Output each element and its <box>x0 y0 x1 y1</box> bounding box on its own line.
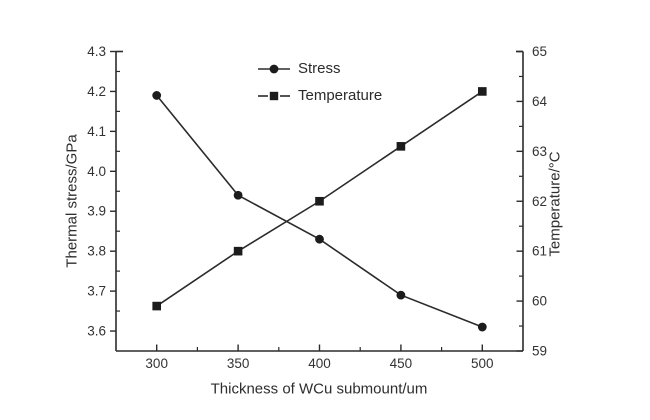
svg-text:3.6: 3.6 <box>87 324 106 339</box>
svg-text:59: 59 <box>532 344 547 359</box>
series-temperature <box>152 87 487 311</box>
temperature-point <box>478 87 487 96</box>
stress-point <box>233 190 243 200</box>
svg-text:3.8: 3.8 <box>87 244 106 259</box>
stress-point <box>315 234 324 244</box>
svg-text:400: 400 <box>308 356 331 371</box>
left-axis-title: Thermal stress/GPa <box>63 134 81 268</box>
svg-text:3.7: 3.7 <box>87 284 106 299</box>
right-axis-title: Temperature/°C <box>546 151 564 257</box>
svg-text:300: 300 <box>145 356 168 371</box>
stress-point <box>477 322 487 332</box>
legend-label-stress: Stress <box>298 60 341 77</box>
legend-item-stress: Stress <box>257 61 382 77</box>
stress-point <box>152 91 162 100</box>
legend: Stress Temperature <box>257 61 382 115</box>
svg-text:63: 63 <box>532 144 547 159</box>
legend-label-temperature: Temperature <box>298 87 383 104</box>
legend-item-temperature: Temperature <box>257 88 382 104</box>
svg-text:4.0: 4.0 <box>87 164 106 179</box>
svg-text:3.9: 3.9 <box>87 204 106 219</box>
svg-text:64: 64 <box>532 94 548 109</box>
temperature-point <box>396 142 406 151</box>
svg-text:65: 65 <box>532 44 547 59</box>
svg-text:61: 61 <box>532 244 547 259</box>
x-axis-title: Thickness of WCu submount/um <box>210 380 428 398</box>
stress-line-circle-icon <box>258 64 290 74</box>
stress-point <box>396 290 406 300</box>
temperature-point <box>233 246 243 256</box>
svg-text:450: 450 <box>390 356 413 371</box>
temperature-line-square-icon <box>258 91 290 101</box>
temperature-point <box>152 301 161 311</box>
svg-text:4.1: 4.1 <box>87 124 106 139</box>
svg-text:4.2: 4.2 <box>87 84 106 99</box>
temperature-point <box>315 196 324 206</box>
axes: 3.6 3.7 3.8 3.9 4.0 4.1 4.2 4.3 59 60 61 62 63 64 65 30… <box>87 44 547 371</box>
svg-text:500: 500 <box>471 356 494 371</box>
svg-text:62: 62 <box>532 194 547 209</box>
svg-text:60: 60 <box>532 294 547 309</box>
svg-text:350: 350 <box>227 356 250 371</box>
svg-text:4.3: 4.3 <box>87 44 106 59</box>
series-stress <box>152 91 487 332</box>
